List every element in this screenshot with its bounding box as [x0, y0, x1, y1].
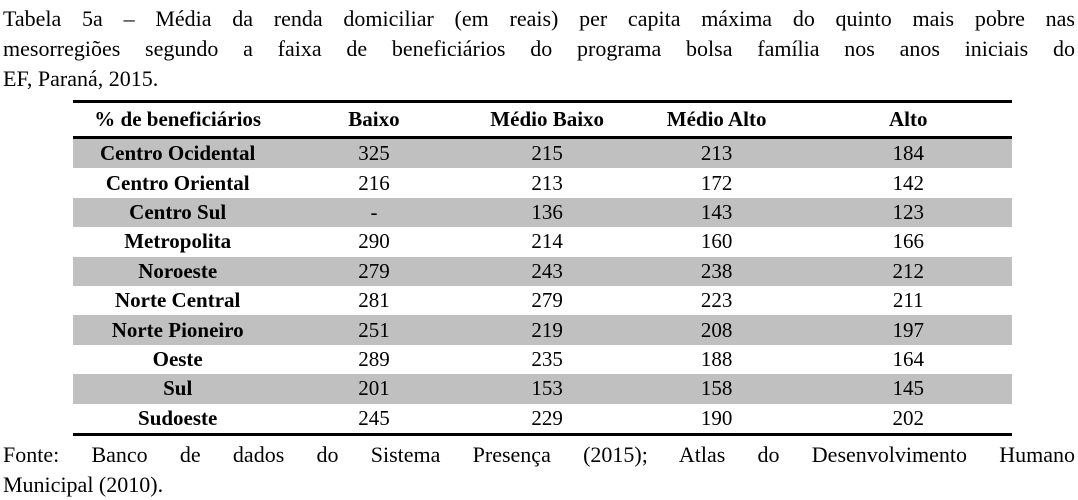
value-cell: 219 — [531, 317, 563, 342]
value-cell: 153 — [531, 376, 563, 401]
table-body: Centro Ocidental 325 215 213 184 Centro Orien… — [73, 137, 1012, 435]
value-cell: 202 — [892, 405, 924, 430]
region-cell: Norte Central — [115, 288, 241, 313]
region-cell: Metropolita — [124, 229, 232, 254]
value-cell: 213 — [700, 141, 733, 166]
region-cell: Noroeste — [138, 258, 218, 283]
table-row: Metropolita 290 214 160 166 — [73, 227, 1012, 256]
value-cell: 229 — [531, 405, 563, 430]
header-row: % de beneficiários Baixo Médio Baixo Méd… — [73, 102, 1012, 138]
value-cell: 213 — [531, 170, 563, 195]
value-cell: 216 — [358, 170, 390, 195]
column-header-medio-baixo: Médio Baixo — [490, 107, 605, 131]
table-row: Sudoeste 245 229 190 202 — [73, 404, 1012, 435]
caption-line-1: Tabela 5a – Média da renda domiciliar (e… — [3, 6, 1075, 31]
region-cell: Norte Pioneiro — [111, 317, 244, 342]
region-cell: Sul — [163, 376, 193, 401]
value-cell: 289 — [358, 346, 390, 371]
caption-line-3: EF, Paraná, 2015. — [3, 66, 159, 91]
value-cell: 166 — [892, 229, 924, 254]
table-row: Centro Oriental 216 213 172 142 — [73, 168, 1012, 197]
value-cell: 208 — [700, 317, 733, 342]
value-cell: 197 — [892, 317, 924, 342]
benefit-table: % de beneficiários Baixo Médio Baixo Méd… — [73, 100, 1012, 436]
value-cell: 184 — [892, 141, 924, 166]
value-cell: 123 — [892, 199, 924, 224]
value-cell: 190 — [700, 405, 733, 430]
value-cell: 243 — [531, 258, 563, 283]
value-cell: 214 — [531, 229, 563, 254]
value-cell: 325 — [358, 141, 390, 166]
region-cell: Centro Sul — [129, 199, 227, 224]
caption-line-2: mesorregiões segundo a faixa de benefici… — [3, 36, 1075, 61]
value-cell: 188 — [700, 346, 733, 371]
value-cell: 211 — [892, 288, 924, 313]
region-cell: Oeste — [152, 346, 203, 371]
table-row: Noroeste 279 243 238 212 — [73, 256, 1012, 286]
table-row: Sul 201 153 158 145 — [73, 374, 1012, 404]
value-cell: - — [370, 199, 378, 224]
table-caption: Tabela 5a – Média da renda domiciliar (e… — [3, 4, 1075, 94]
value-cell: 215 — [531, 141, 563, 166]
value-cell: 145 — [892, 376, 924, 401]
value-cell: 142 — [892, 170, 924, 195]
value-cell: 143 — [700, 199, 733, 224]
value-cell: 223 — [700, 288, 733, 313]
region-cell: Sudoeste — [138, 405, 218, 430]
table-row: Norte Pioneiro 251 219 208 197 — [73, 315, 1012, 345]
column-header-medio-alto: Médio Alto — [666, 107, 767, 131]
value-cell: 136 — [531, 199, 563, 224]
value-cell: 172 — [700, 170, 733, 195]
column-header-alto: Alto — [888, 107, 928, 131]
value-cell: 251 — [358, 317, 390, 342]
value-cell: 201 — [358, 376, 390, 401]
table-container: % de beneficiários Baixo Médio Baixo Méd… — [3, 100, 1075, 436]
table-row: Centro Sul - 136 143 123 — [73, 197, 1012, 228]
value-cell: 279 — [358, 258, 390, 283]
table-row: Norte Central 281 279 223 211 — [73, 286, 1012, 315]
column-header-beneficiarios: % de beneficiários — [94, 107, 262, 131]
value-cell: 238 — [700, 258, 733, 283]
table-row: Oeste 289 235 188 164 — [73, 345, 1012, 374]
region-cell: Centro Oriental — [105, 170, 250, 195]
value-cell: 279 — [531, 288, 563, 313]
source-note: Fonte: Banco de dados do Sistema Presenç… — [3, 440, 1075, 500]
value-cell: 164 — [892, 346, 924, 371]
source-line-2: Municipal (2010). — [3, 471, 164, 497]
value-cell: 160 — [700, 229, 733, 254]
value-cell: 281 — [358, 288, 390, 313]
column-header-baixo: Baixo — [348, 107, 400, 131]
table-row: Centro Ocidental 325 215 213 184 — [73, 137, 1012, 169]
region-cell: Centro Ocidental — [100, 141, 256, 166]
value-cell: 235 — [531, 346, 563, 371]
value-cell: 212 — [892, 258, 924, 283]
value-cell: 245 — [358, 405, 390, 430]
value-cell: 158 — [700, 376, 733, 401]
value-cell: 290 — [358, 229, 390, 254]
source-line-1: Fonte: Banco de dados do Sistema Presenç… — [3, 441, 1075, 467]
